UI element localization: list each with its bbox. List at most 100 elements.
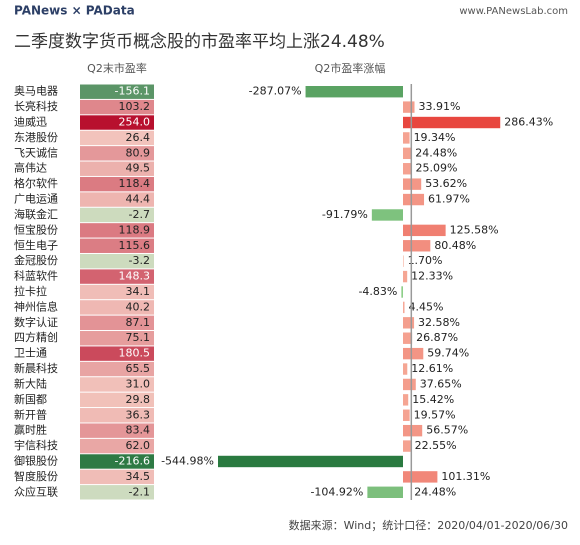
change-label: 32.58% (418, 316, 460, 329)
pe-label: 40.2 (126, 300, 151, 313)
change-label: 80.48% (434, 239, 476, 252)
pe-label: 34.1 (126, 285, 151, 298)
pe-cell (80, 284, 154, 300)
pe-label: 31.0 (126, 377, 151, 390)
pe-label: 75.1 (126, 331, 151, 344)
pe-label: 148.3 (119, 270, 151, 283)
change-label: 12.61% (411, 362, 453, 375)
pe-cell (80, 192, 154, 207)
change-label: 19.57% (414, 408, 456, 421)
average-label: 24.48% (414, 485, 456, 498)
change-bar (403, 178, 422, 190)
change-bar (403, 332, 413, 344)
change-label: 15.42% (412, 393, 454, 406)
pe-cell (80, 392, 154, 408)
change-bar (403, 270, 408, 283)
pe-label: 118.9 (119, 223, 151, 236)
pe-label: -3.2 (129, 254, 150, 267)
pe-cell (80, 146, 154, 161)
pe-label: 36.3 (126, 408, 151, 421)
change-bar (403, 471, 438, 483)
change-bar (403, 363, 408, 375)
change-label: -544.98% (161, 454, 214, 467)
pe-label: 83.4 (126, 424, 151, 437)
pe-cell (80, 253, 154, 269)
row-label: 长亮科技 (14, 99, 58, 113)
pe-label: 62.0 (126, 439, 151, 452)
pe-cell (80, 469, 154, 485)
pe-label: -2.1 (129, 485, 150, 498)
change-bar (403, 440, 411, 452)
row-label: 科蓝软件 (14, 269, 58, 283)
pe-cell (80, 408, 154, 423)
row-label: 飞天诚信 (14, 146, 58, 159)
change-label: 286.43% (504, 116, 553, 129)
change-label: 61.97% (428, 193, 470, 206)
change-label: 1.70% (408, 254, 443, 267)
change-bar (403, 317, 415, 329)
row-label: 宇信科技 (14, 438, 58, 452)
pe-cell (80, 223, 154, 238)
url: www.PANewsLab.com (459, 6, 568, 17)
pe-label: -156.1 (115, 85, 150, 98)
change-bar (403, 255, 404, 267)
pe-cell (80, 438, 154, 454)
pe-cell (80, 269, 154, 284)
pe-label: 29.8 (126, 393, 151, 406)
pe-label: 44.4 (126, 193, 151, 206)
row-label: 奥马电器 (14, 84, 58, 98)
row-label: 恒生电子 (14, 238, 58, 252)
pe-label: 80.9 (126, 146, 151, 159)
source: 数据来源：Wind；统计口径：2020/04/01-2020/06/30 (289, 518, 568, 532)
row-label: 数字认证 (14, 315, 58, 329)
row-label: 海联金汇 (14, 207, 58, 221)
pe-label: -2.7 (129, 208, 150, 221)
row-label: 广电运通 (14, 193, 58, 206)
change-label: 37.65% (420, 377, 462, 390)
pe-cell (80, 300, 154, 315)
row-label: 格尔软件 (14, 176, 58, 190)
change-bar (403, 378, 416, 391)
pe-label: 49.5 (126, 162, 151, 175)
pe-cell (80, 423, 154, 438)
pe-cell (80, 176, 154, 192)
row-label: 恒宝股份 (14, 222, 58, 236)
row-label: 高伟达 (14, 161, 47, 175)
pe-cell (80, 115, 154, 130)
pe-label: 180.5 (119, 347, 151, 360)
change-label: -91.79% (322, 208, 368, 221)
row-label: 卫士通 (14, 347, 47, 360)
row-label: 新大陆 (14, 376, 47, 390)
chart-title: 二季度数字货币概念股的市盈率平均上涨24.48% (14, 31, 385, 52)
change-label: -287.07% (249, 85, 302, 98)
pe-label: 115.6 (119, 239, 151, 252)
change-label: -4.83% (358, 285, 397, 298)
change-label: 53.62% (425, 177, 467, 190)
change-label: 56.57% (426, 424, 468, 437)
pe-label: 254.0 (119, 116, 151, 129)
change-bar (367, 486, 403, 498)
change-label: 125.58% (450, 223, 499, 236)
change-bar (403, 132, 410, 144)
row-label: 东港股份 (14, 131, 58, 144)
change-bar (403, 424, 423, 437)
pe-label: 26.4 (126, 131, 151, 144)
change-bar (403, 147, 412, 160)
pe-label: 65.5 (126, 362, 151, 375)
column-header: Q2末市盈率 (87, 61, 147, 75)
change-label: 4.45% (409, 300, 444, 313)
change-label: 59.74% (427, 347, 469, 360)
change-bar (403, 347, 424, 360)
pe-cell (80, 331, 154, 346)
pe-cell (80, 454, 154, 469)
row-label: 新开普 (14, 407, 47, 421)
row-label: 新国都 (14, 392, 47, 406)
pe-cell (80, 315, 154, 331)
pe-cell (80, 130, 154, 146)
change-bar (403, 163, 412, 175)
row-label: 拉卡拉 (14, 284, 47, 298)
pe-cell (80, 346, 154, 361)
change-label: -104.92% (310, 485, 363, 498)
change-bar (403, 224, 446, 237)
